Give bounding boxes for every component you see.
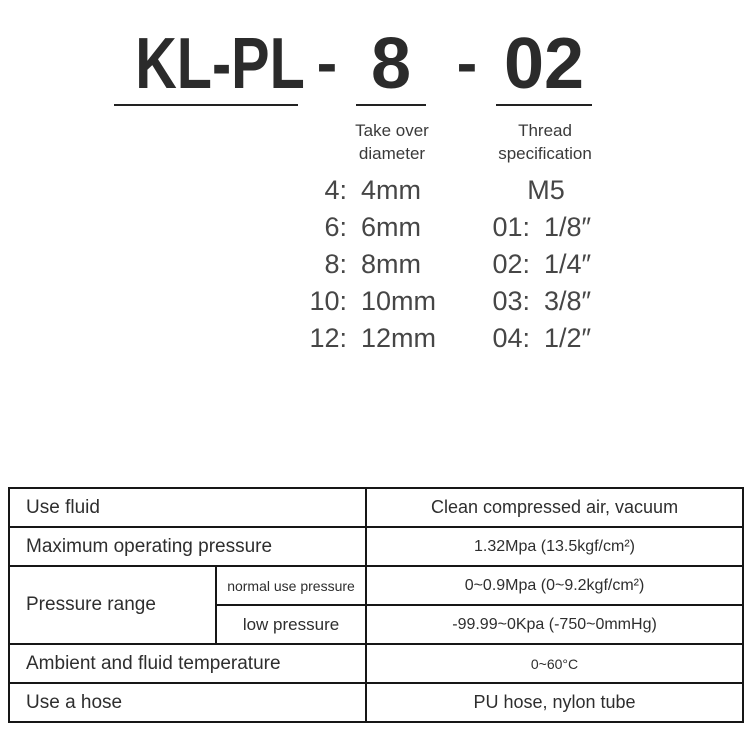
thread-code: 01: <box>492 212 530 242</box>
thread-legend-heading-line2: specification <box>498 144 592 163</box>
ambient-temperature-value: 0~60°C <box>365 643 745 684</box>
thread-value: 1/2″ <box>544 323 592 353</box>
size-code: 12: <box>309 323 347 353</box>
thread-code: 02: <box>492 249 530 279</box>
use-fluid-value: Clean compressed air, vacuum <box>365 487 745 528</box>
size-code: 8: <box>324 249 347 279</box>
thread-legend-heading-line1: Thread <box>518 121 572 140</box>
low-pressure-label: low pressure <box>214 604 368 645</box>
ambient-temperature-label: Ambient and fluid temperature <box>7 643 368 684</box>
model-code-separator: - <box>316 29 338 98</box>
size-legend-item: 12: 12mm <box>293 320 463 357</box>
size-value: 12mm <box>361 323 437 353</box>
thread-legend-item: 04: 1/2″ <box>476 320 616 357</box>
thread-legend-item: 01: 1/8″ <box>476 209 616 246</box>
size-legend-heading: Take over diameter <box>316 119 468 165</box>
normal-use-pressure-value: 0~0.9Mpa (0~9.2kgf/cm²) <box>365 565 745 606</box>
use-a-hose-label: Use a hose <box>7 682 368 723</box>
size-code: 6: <box>324 212 347 242</box>
model-series-code: KL-PL <box>114 26 305 106</box>
size-legend-item: 8: 8mm <box>293 246 463 283</box>
low-pressure-value: -99.99~0Kpa (-750~0mmHg) <box>365 604 745 645</box>
pressure-range-label: Pressure range <box>8 565 217 645</box>
size-legend-item: 4: 4mm <box>293 172 463 209</box>
spec-table: Use fluid Clean compressed air, vacuum M… <box>7 487 745 723</box>
thread-special-m5: M5 <box>527 175 565 205</box>
size-legend-item: 10: 10mm <box>293 283 463 320</box>
size-value: 4mm <box>361 175 421 205</box>
model-code-separator: - <box>456 29 478 98</box>
thread-legend-list: M5 01: 1/8″ 02: 1/4″ 03: 3/8″ 04: 1/2″ <box>476 172 616 357</box>
size-code: 4: <box>324 175 347 205</box>
thread-legend-item: 03: 3/8″ <box>476 283 616 320</box>
size-legend-list: 4: 4mm 6: 6mm 8: 8mm 10: 10mm 12: 12mm <box>293 172 463 357</box>
use-a-hose-value: PU hose, nylon tube <box>365 682 745 723</box>
model-size-code: 8 <box>356 26 426 106</box>
thread-value: 3/8″ <box>544 286 592 316</box>
table-row: Maximum operating pressure 1.32Mpa (13.5… <box>7 526 745 567</box>
model-series-text: KL-PL <box>135 24 305 104</box>
table-row: Use fluid Clean compressed air, vacuum <box>7 487 745 528</box>
thread-code: 04: <box>492 323 530 353</box>
thread-value: 1/4″ <box>544 249 592 279</box>
size-legend-heading-line1: Take over <box>355 121 429 140</box>
size-value: 10mm <box>361 286 437 316</box>
size-value: 8mm <box>361 249 421 279</box>
thread-value: 1/8″ <box>544 212 592 242</box>
size-legend-item: 6: 6mm <box>293 209 463 246</box>
normal-use-pressure-label: normal use pressure <box>214 565 368 606</box>
size-code: 10: <box>309 286 347 316</box>
use-fluid-label: Use fluid <box>7 487 368 528</box>
model-thread-code: 02 <box>496 26 592 106</box>
table-row: Pressure range normal use pressure 0~0.9… <box>8 565 745 645</box>
thread-legend-heading: Thread specification <box>469 119 621 165</box>
table-row: low pressure -99.99~0Kpa (-750~0mmHg) <box>9 604 745 645</box>
size-value: 6mm <box>361 212 421 242</box>
size-legend-heading-line2: diameter <box>358 144 426 163</box>
table-row: Ambient and fluid temperature 0~60°C <box>7 643 745 684</box>
max-pressure-value: 1.32Mpa (13.5kgf/cm²) <box>365 526 745 567</box>
max-pressure-label: Maximum operating pressure <box>7 526 368 567</box>
thread-legend-item: 02: 1/4″ <box>476 246 616 283</box>
table-row: Use a hose PU hose, nylon tube <box>7 682 745 723</box>
thread-code: 03: <box>492 286 530 316</box>
